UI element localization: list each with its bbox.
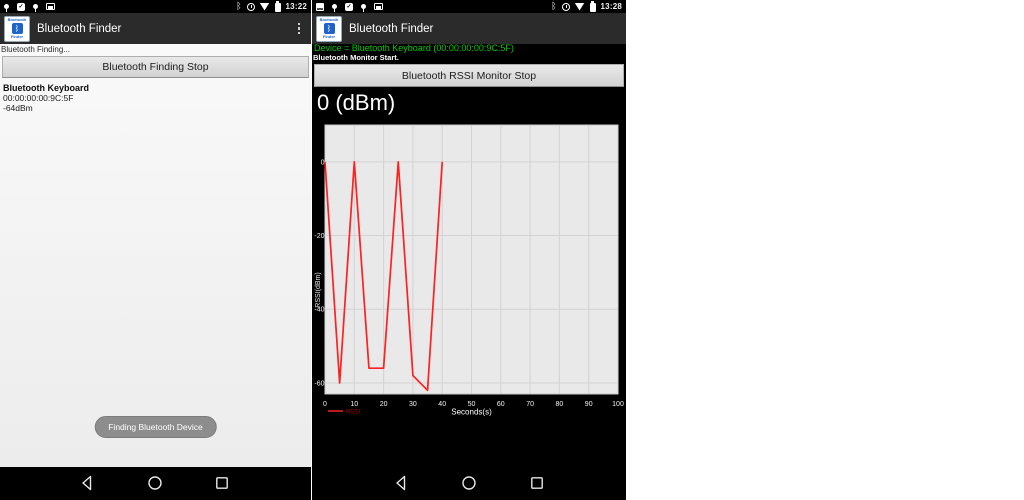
status-bar: ✓ ᛒ 13:22 bbox=[0, 0, 311, 13]
navigation-bar bbox=[312, 467, 626, 500]
overflow-menu-icon[interactable] bbox=[291, 18, 307, 40]
home-icon[interactable] bbox=[461, 475, 477, 491]
back-icon[interactable] bbox=[80, 475, 96, 491]
device-name: Bluetooth Keyboard bbox=[3, 83, 90, 93]
pin-icon bbox=[332, 4, 337, 12]
rssi-chart: 0 -20 -40 -60 0 10 20 30 40 50 60 70 80 90 100 Seconds(… bbox=[314, 124, 624, 417]
y-tick-label: -20 bbox=[314, 233, 324, 240]
clock-time: 13:28 bbox=[600, 2, 622, 11]
x-tick-label: 30 bbox=[409, 401, 417, 408]
x-tick-label: 0 bbox=[323, 401, 327, 408]
y-tick-label: -40 bbox=[314, 307, 324, 314]
x-tick-label: 20 bbox=[380, 401, 388, 408]
app-logo-icon: Bluetooth ᛒ Finder bbox=[316, 15, 342, 42]
connected-device-text: Device = Bluetooth Keyboard (00:00:00:00… bbox=[314, 43, 514, 53]
alarm-icon bbox=[561, 2, 570, 11]
recents-icon[interactable] bbox=[214, 475, 230, 491]
finding-status-text: Bluetooth Finding... bbox=[1, 45, 70, 54]
recents-icon[interactable] bbox=[529, 475, 545, 491]
y-axis-label: RSSI(dBm) bbox=[315, 272, 322, 307]
logo-text-top: Bluetooth bbox=[7, 17, 27, 22]
checkbox-icon: ✓ bbox=[345, 2, 353, 11]
status-right-icons: ᛒ 13:28 bbox=[551, 0, 622, 12]
x-tick-label: 100 bbox=[612, 401, 624, 408]
photo-icon bbox=[374, 3, 383, 10]
x-tick-label: 40 bbox=[438, 401, 446, 408]
app-bar: Bluetooth ᛒ Finder Bluetooth Finder bbox=[312, 13, 626, 44]
status-left-icons: ✓ bbox=[316, 2, 383, 12]
current-rssi-value: 0 (dBm) bbox=[317, 90, 396, 115]
logo-text-bottom: Finder bbox=[322, 34, 336, 39]
toast-message: Finding Bluetooth Device bbox=[94, 416, 217, 438]
device-list-item[interactable]: Bluetooth Keyboard 00:00:00:00:9C:5F -64… bbox=[0, 81, 311, 115]
app-title: Bluetooth Finder bbox=[37, 22, 122, 35]
rssi-monitor-stop-button[interactable]: Bluetooth RSSI Monitor Stop bbox=[314, 64, 624, 87]
clock-time: 13:22 bbox=[285, 2, 307, 11]
wifi-icon bbox=[259, 2, 270, 11]
y-tick-label: -60 bbox=[314, 380, 324, 387]
x-tick-label: 10 bbox=[350, 401, 358, 408]
wifi-icon bbox=[574, 2, 585, 11]
alarm-icon bbox=[246, 2, 255, 11]
app-logo-icon: Bluetooth ᛒ Finder bbox=[4, 15, 30, 42]
x-tick-label: 60 bbox=[497, 401, 505, 408]
device-rssi: -64dBm bbox=[3, 103, 33, 113]
app-title: Bluetooth Finder bbox=[349, 22, 434, 35]
legend-label: RSSI bbox=[346, 410, 360, 416]
x-tick-label: 90 bbox=[585, 401, 593, 408]
status-right-icons: ᛒ 13:22 bbox=[236, 0, 307, 12]
finding-stop-button[interactable]: Bluetooth Finding Stop bbox=[2, 56, 309, 78]
monitor-status-text: Bluetooth Monitor Start. bbox=[313, 53, 399, 62]
status-left-icons: ✓ bbox=[4, 2, 55, 12]
photo-icon bbox=[46, 3, 55, 10]
pin-icon bbox=[33, 4, 38, 12]
home-icon[interactable] bbox=[147, 475, 163, 491]
device-address: 00:00:00:00:9C:5F bbox=[3, 93, 74, 103]
pin-icon bbox=[4, 4, 9, 12]
logo-bluetooth-icon: ᛒ bbox=[323, 23, 335, 34]
x-tick-label: 70 bbox=[526, 401, 534, 408]
bluetooth-status-icon: ᛒ bbox=[236, 1, 242, 11]
battery-icon bbox=[274, 0, 281, 12]
pin-icon bbox=[361, 4, 366, 12]
rssi-line-series bbox=[324, 160, 444, 392]
navigation-bar bbox=[0, 467, 311, 500]
logo-bluetooth-icon: ᛒ bbox=[11, 23, 23, 34]
logo-text-bottom: Finder bbox=[10, 34, 24, 39]
logo-text-top: Bluetooth bbox=[319, 17, 339, 22]
battery-icon bbox=[589, 0, 596, 12]
screenshot-icon bbox=[316, 2, 324, 11]
status-bar: ✓ ᛒ 13:28 bbox=[312, 0, 626, 13]
screen-rssi-monitor: ✓ ᛒ 13:28 Bluetooth ᛒ Finder Bluetooth F… bbox=[312, 0, 626, 500]
x-tick-label: 80 bbox=[556, 401, 564, 408]
screen-finder: ✓ ᛒ 13:22 Bluetooth ᛒ Finder Bluetooth F… bbox=[0, 0, 311, 500]
x-axis-label: Seconds(s) bbox=[451, 408, 492, 417]
app-bar: Bluetooth ᛒ Finder Bluetooth Finder bbox=[0, 13, 311, 44]
y-tick-label: 0 bbox=[321, 159, 325, 166]
checkbox-icon: ✓ bbox=[17, 2, 25, 11]
bluetooth-status-icon: ᛒ bbox=[551, 1, 557, 11]
x-tick-label: 50 bbox=[468, 401, 476, 408]
back-icon[interactable] bbox=[394, 475, 410, 491]
